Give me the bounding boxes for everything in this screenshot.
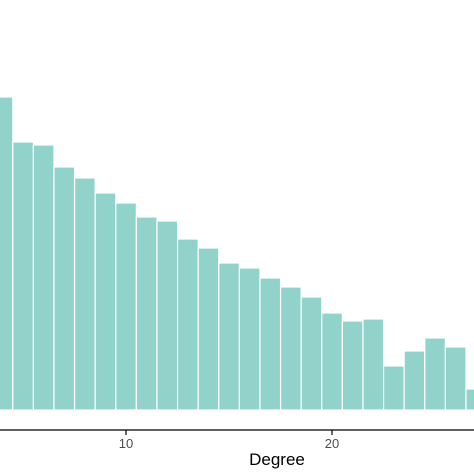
bar-degree-26 (444, 346, 467, 411)
bar-degree-17 (259, 277, 282, 411)
bar-degree-25 (424, 337, 446, 411)
bar-degree-22 (362, 318, 385, 411)
bar-degree-14 (197, 247, 220, 411)
bar-degree-5 (12, 141, 34, 411)
bar-degree-13 (176, 238, 199, 411)
bar-degree-19 (300, 296, 323, 411)
x-axis-label: Degree (249, 450, 305, 469)
bar-degree-23 (382, 365, 405, 411)
x-tick-label-10: 10 (119, 436, 133, 451)
bar-degree-11 (135, 216, 158, 411)
bar-degree-16 (238, 267, 261, 411)
bar-degree-10 (115, 202, 137, 411)
bar-degree-8 (73, 177, 96, 411)
bars-group (0, 96, 474, 411)
bar-degree-15 (218, 262, 240, 411)
bar-degree-7 (53, 166, 76, 411)
bar-degree-21 (341, 320, 364, 411)
bar-degree-6 (32, 144, 55, 411)
bar-degree-24 (403, 350, 426, 411)
bar-degree-9 (94, 192, 117, 411)
bar-degree-20 (321, 312, 343, 411)
bar-degree-4 (0, 96, 14, 411)
bar-degree-18 (279, 286, 302, 411)
bar-degree-12 (156, 220, 179, 411)
bar-degree-27 (465, 388, 474, 411)
x-tick-label-20: 20 (325, 436, 339, 451)
